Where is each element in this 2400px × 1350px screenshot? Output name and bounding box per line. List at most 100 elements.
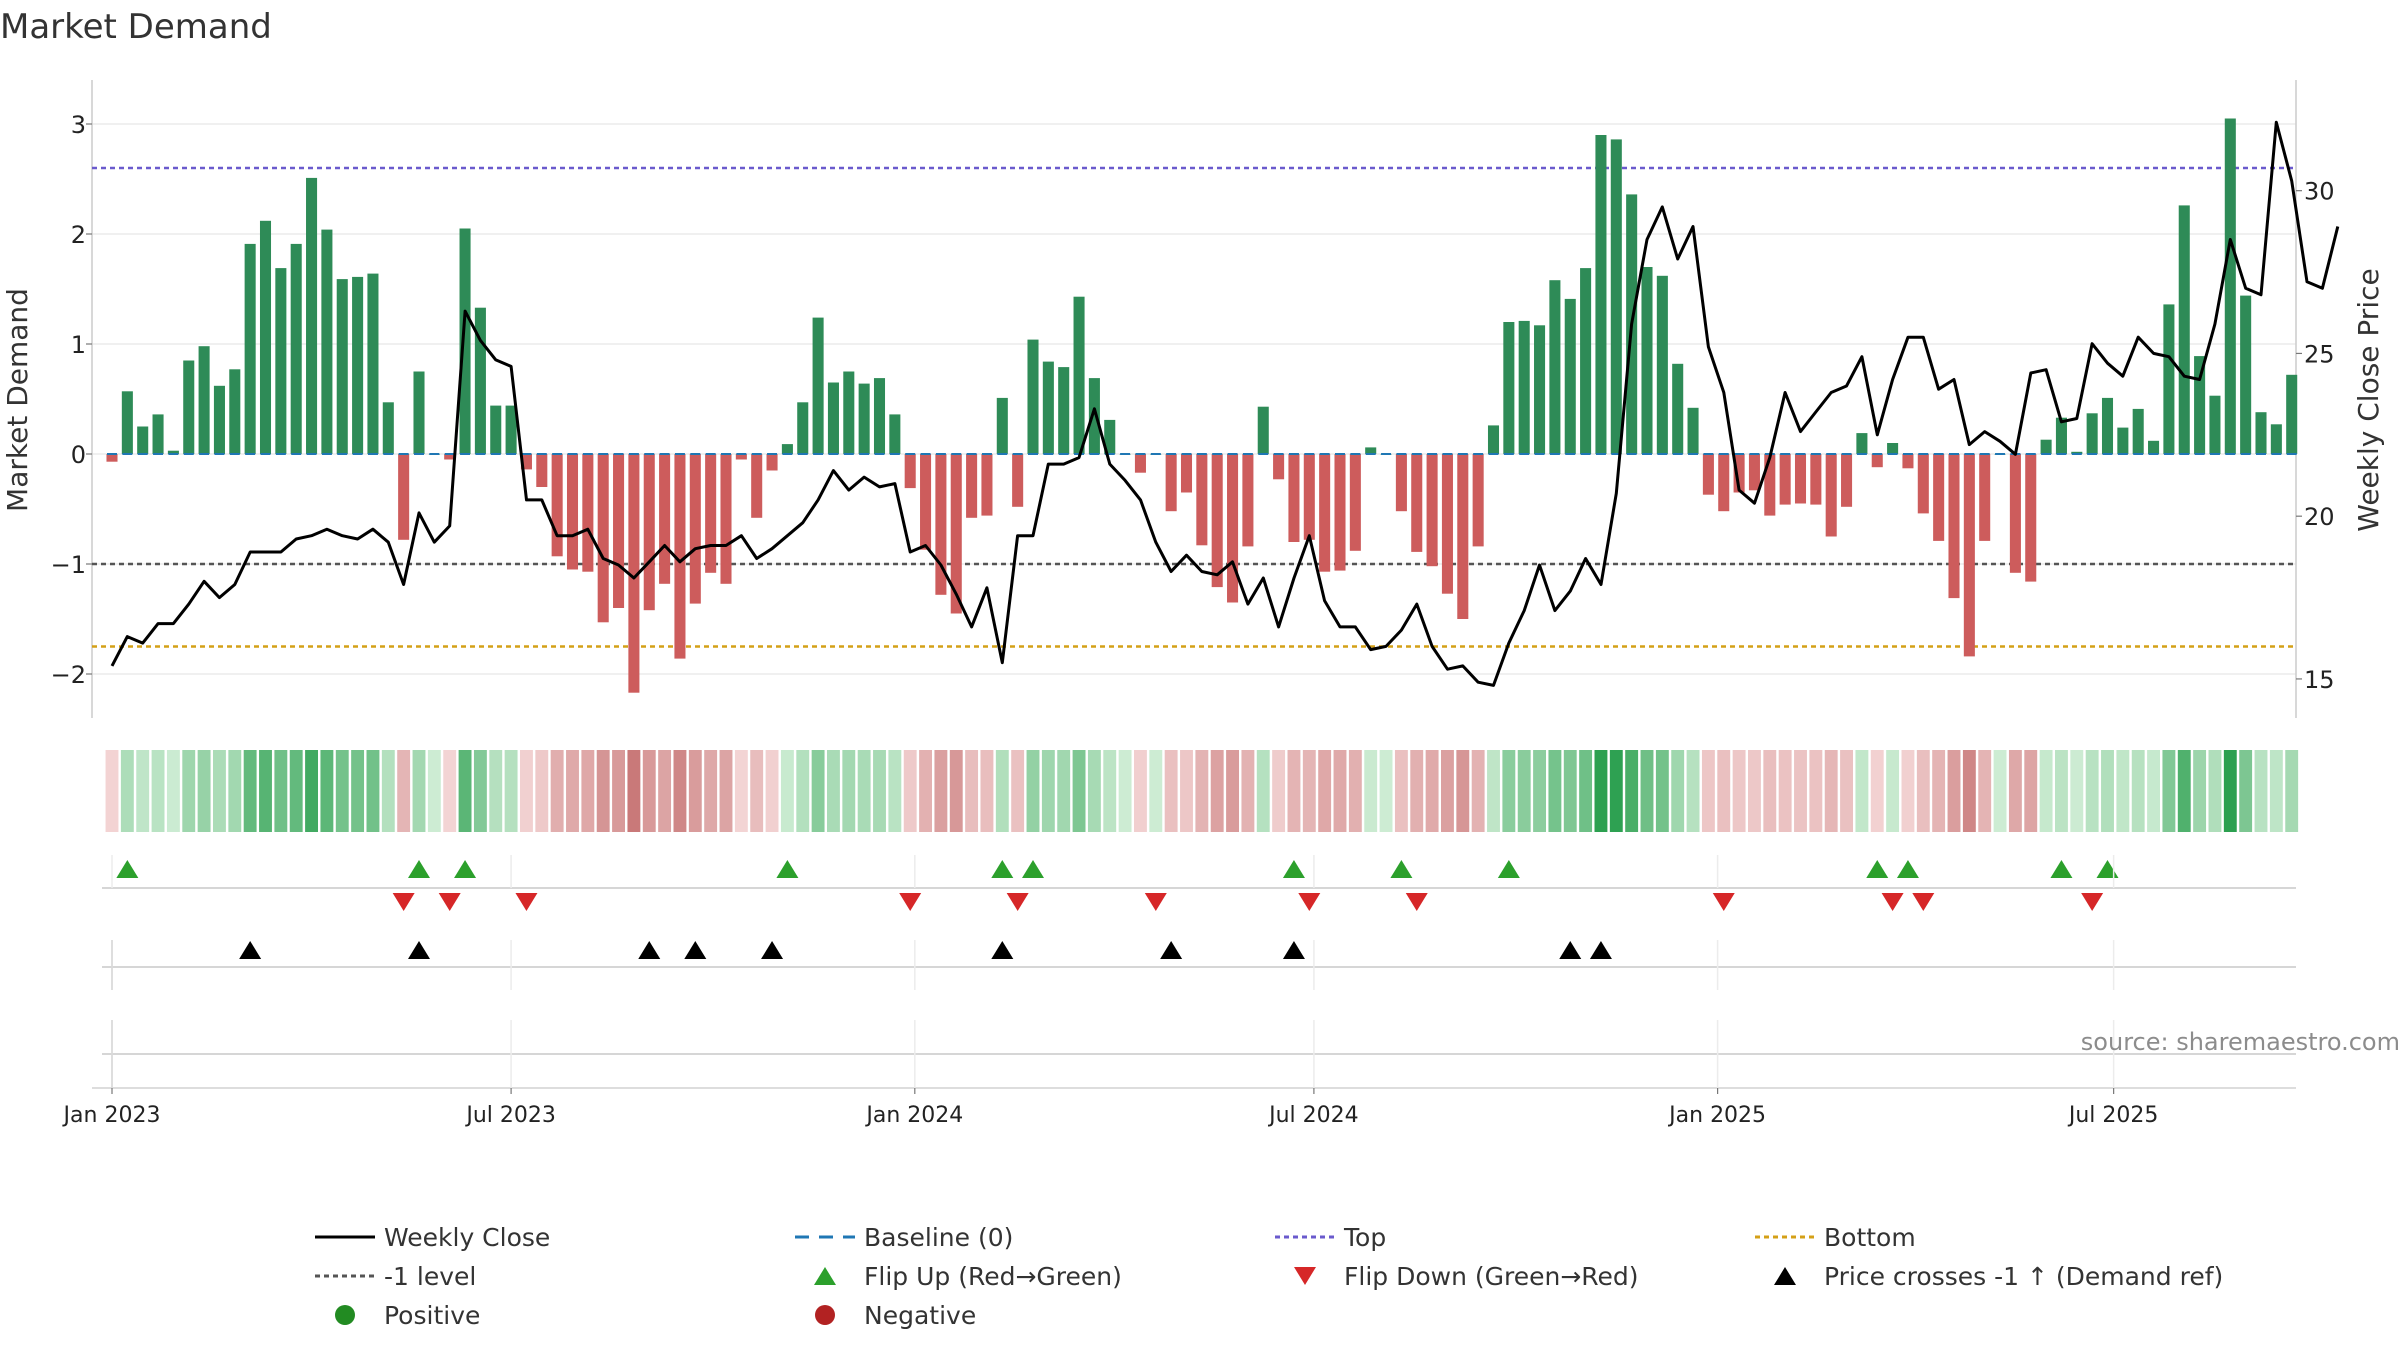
- heat-cell: [197, 750, 211, 832]
- heat-cell: [1978, 750, 1992, 832]
- heat-cell: [2254, 750, 2268, 832]
- heat-cell: [1210, 750, 1224, 832]
- demand-bar: [2194, 356, 2206, 454]
- heat-cell: [166, 750, 180, 832]
- demand-bar: [1104, 419, 1116, 454]
- heat-cell: [2269, 750, 2283, 832]
- heat-cell: [1763, 750, 1777, 832]
- demand-bar: [1227, 454, 1239, 603]
- demand-bar: [735, 454, 747, 460]
- heat-cell: [2223, 750, 2237, 832]
- flip-up-marker: [1497, 860, 1520, 878]
- heat-cell: [949, 750, 963, 832]
- demand-bar: [413, 371, 425, 454]
- y-tick-label: 1: [71, 331, 86, 359]
- demand-bar: [459, 228, 471, 454]
- demand-bar: [2101, 397, 2114, 454]
- flip-up-marker: [1866, 860, 1889, 878]
- demand-bar: [2040, 439, 2052, 454]
- demand-bar: [1042, 361, 1054, 454]
- y2-tick-label: 25: [2304, 340, 2335, 368]
- heat-cell: [1778, 750, 1792, 832]
- demand-bar: [382, 402, 394, 454]
- demand-bar: [520, 454, 532, 470]
- heat-cell: [228, 750, 242, 832]
- price-cross-marker: [1559, 941, 1582, 959]
- demand-bar: [1196, 454, 1208, 546]
- demand-bar: [2270, 424, 2282, 454]
- demand-bar: [1395, 454, 1407, 512]
- heat-cell: [105, 750, 119, 832]
- x-axis-ticks: Jan 2023 Jul 2023 Jan 2024 Jul 2024 Jan 2025…: [62, 1088, 2159, 1128]
- flip-up-marker: [991, 860, 1014, 878]
- demand-bar: [1073, 296, 1085, 454]
- demand-bar: [1702, 454, 1714, 495]
- legend-item: Bottom: [1755, 1223, 1916, 1252]
- x-tick-label: Jan 2023: [62, 1103, 161, 1128]
- heat-cell: [274, 750, 288, 832]
- demand-bar: [1134, 454, 1146, 473]
- x-tick-label: Jul 2025: [2067, 1103, 2159, 1128]
- heat-cell: [1379, 750, 1393, 832]
- demand-bar: [1027, 339, 1039, 454]
- price-cross-panel: [102, 941, 2296, 968]
- heat-cell: [397, 750, 411, 832]
- heat-cell: [535, 750, 549, 832]
- legend-item: Price crosses -1 ↑ (Demand ref): [1774, 1262, 2223, 1291]
- heat-cell: [136, 750, 150, 832]
- flip-up-marker: [1282, 860, 1305, 878]
- demand-bar: [1779, 454, 1791, 505]
- heat-cell: [366, 750, 380, 832]
- demand-bar: [1088, 378, 1100, 454]
- demand-bar: [2178, 205, 2190, 454]
- heat-cell: [1625, 750, 1639, 832]
- demand-bar: [996, 397, 1008, 454]
- legend-item: -1 level: [315, 1262, 476, 1291]
- legend-item: Top: [1275, 1223, 1386, 1252]
- demand-bar: [259, 220, 272, 454]
- heat-cell: [2162, 750, 2176, 832]
- heat-cell: [443, 750, 457, 832]
- heat-cell: [673, 750, 687, 832]
- heat-cell: [1164, 750, 1178, 832]
- demand-bar: [1487, 425, 1500, 454]
- legend-item: Weekly Close: [315, 1223, 550, 1252]
- demand-bar: [1871, 454, 1883, 468]
- y-axis-label: Market Demand: [1, 288, 34, 512]
- heat-cell: [1149, 750, 1163, 832]
- y2-axis-label: Weekly Close Price: [2352, 268, 2385, 531]
- demand-bar: [705, 454, 717, 573]
- demand-bar: [889, 414, 901, 454]
- demand-bar: [1641, 267, 1653, 454]
- demand-bar: [306, 177, 318, 454]
- flip-down-marker: [1298, 893, 1321, 911]
- heat-cell: [1410, 750, 1424, 832]
- demand-bar: [827, 382, 839, 454]
- demand-bar: [367, 273, 379, 454]
- heat-cell: [796, 750, 810, 832]
- demand-bar: [1288, 454, 1300, 542]
- flip-markers-panel: [102, 860, 2296, 911]
- heat-cell: [1655, 750, 1669, 832]
- heat-cell: [1487, 750, 1500, 832]
- demand-bar: [1411, 454, 1423, 552]
- x-tick-label: Jul 2023: [464, 1103, 556, 1128]
- demand-bar: [1733, 454, 1745, 493]
- demand-bar: [1426, 454, 1438, 567]
- demand-bar: [689, 454, 701, 604]
- heat-cell: [1717, 750, 1731, 832]
- price-cross-marker: [408, 941, 430, 959]
- demand-bar: [505, 405, 517, 454]
- heat-cell: [750, 750, 764, 832]
- price-cross-marker: [761, 941, 784, 959]
- heat-cell: [704, 750, 718, 832]
- heat-cell: [1425, 750, 1439, 832]
- legend-label: Price crosses -1 ↑ (Demand ref): [1824, 1262, 2223, 1291]
- heat-cell: [1348, 750, 1362, 832]
- demand-bar: [766, 454, 778, 471]
- demand-bar: [935, 454, 947, 595]
- heat-cell: [2147, 750, 2160, 832]
- demand-bar: [628, 454, 640, 693]
- y2-tick-label: 30: [2304, 178, 2335, 206]
